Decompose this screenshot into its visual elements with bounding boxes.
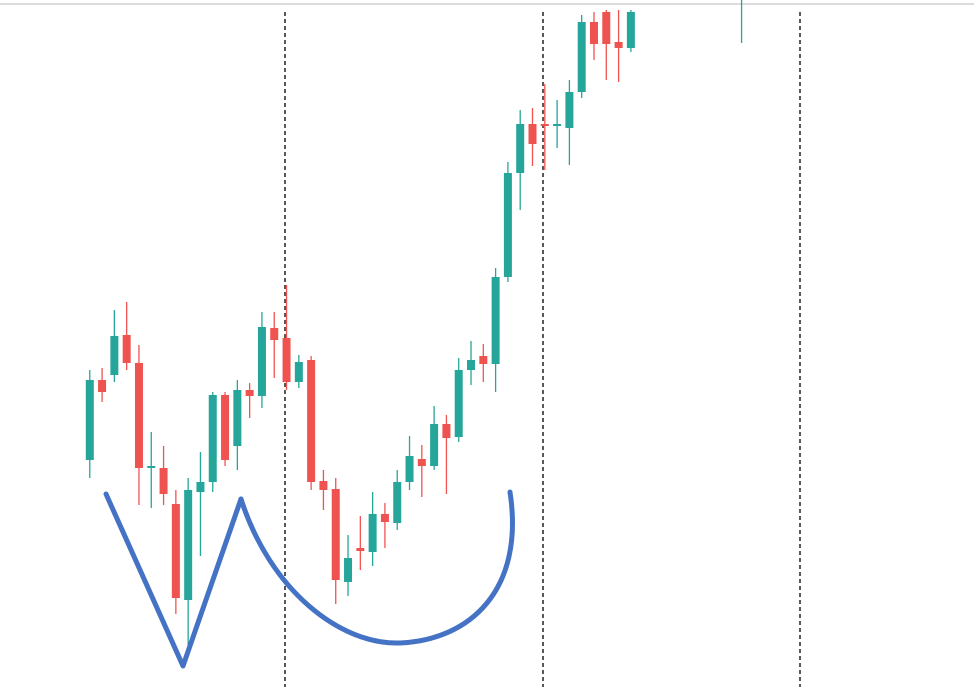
body <box>171 504 180 598</box>
body <box>221 395 230 460</box>
body <box>233 390 242 446</box>
body <box>577 22 586 92</box>
body <box>282 338 291 382</box>
body <box>503 173 512 277</box>
body <box>553 124 562 126</box>
body <box>528 124 537 144</box>
candles <box>85 0 743 645</box>
body <box>589 22 598 44</box>
body <box>122 335 131 363</box>
body <box>540 124 549 126</box>
body <box>196 482 205 492</box>
body <box>307 360 316 482</box>
body <box>417 459 426 466</box>
body <box>442 424 451 438</box>
body <box>565 92 574 128</box>
body <box>344 558 353 582</box>
body <box>147 466 156 468</box>
body <box>479 356 488 364</box>
body <box>184 490 193 600</box>
body <box>516 124 525 173</box>
body <box>491 277 500 364</box>
pattern-annotations <box>103 489 515 669</box>
rounding-bottom <box>238 489 515 646</box>
body <box>331 489 340 580</box>
body <box>405 456 414 482</box>
body <box>454 370 463 437</box>
body <box>245 390 254 396</box>
body <box>257 327 266 396</box>
body <box>159 468 168 494</box>
body <box>319 481 328 490</box>
body <box>430 424 439 466</box>
body <box>602 12 611 44</box>
body <box>614 42 623 48</box>
body <box>368 514 377 552</box>
body <box>208 395 217 482</box>
body <box>98 380 107 392</box>
body <box>294 362 303 382</box>
session-separators <box>284 12 801 687</box>
body <box>393 482 402 523</box>
body <box>356 548 365 551</box>
body <box>380 514 389 522</box>
body <box>134 363 143 468</box>
w-pattern <box>103 491 244 669</box>
body <box>85 380 94 460</box>
body <box>467 360 476 370</box>
body <box>626 12 635 48</box>
body <box>110 336 119 375</box>
body <box>270 328 279 340</box>
